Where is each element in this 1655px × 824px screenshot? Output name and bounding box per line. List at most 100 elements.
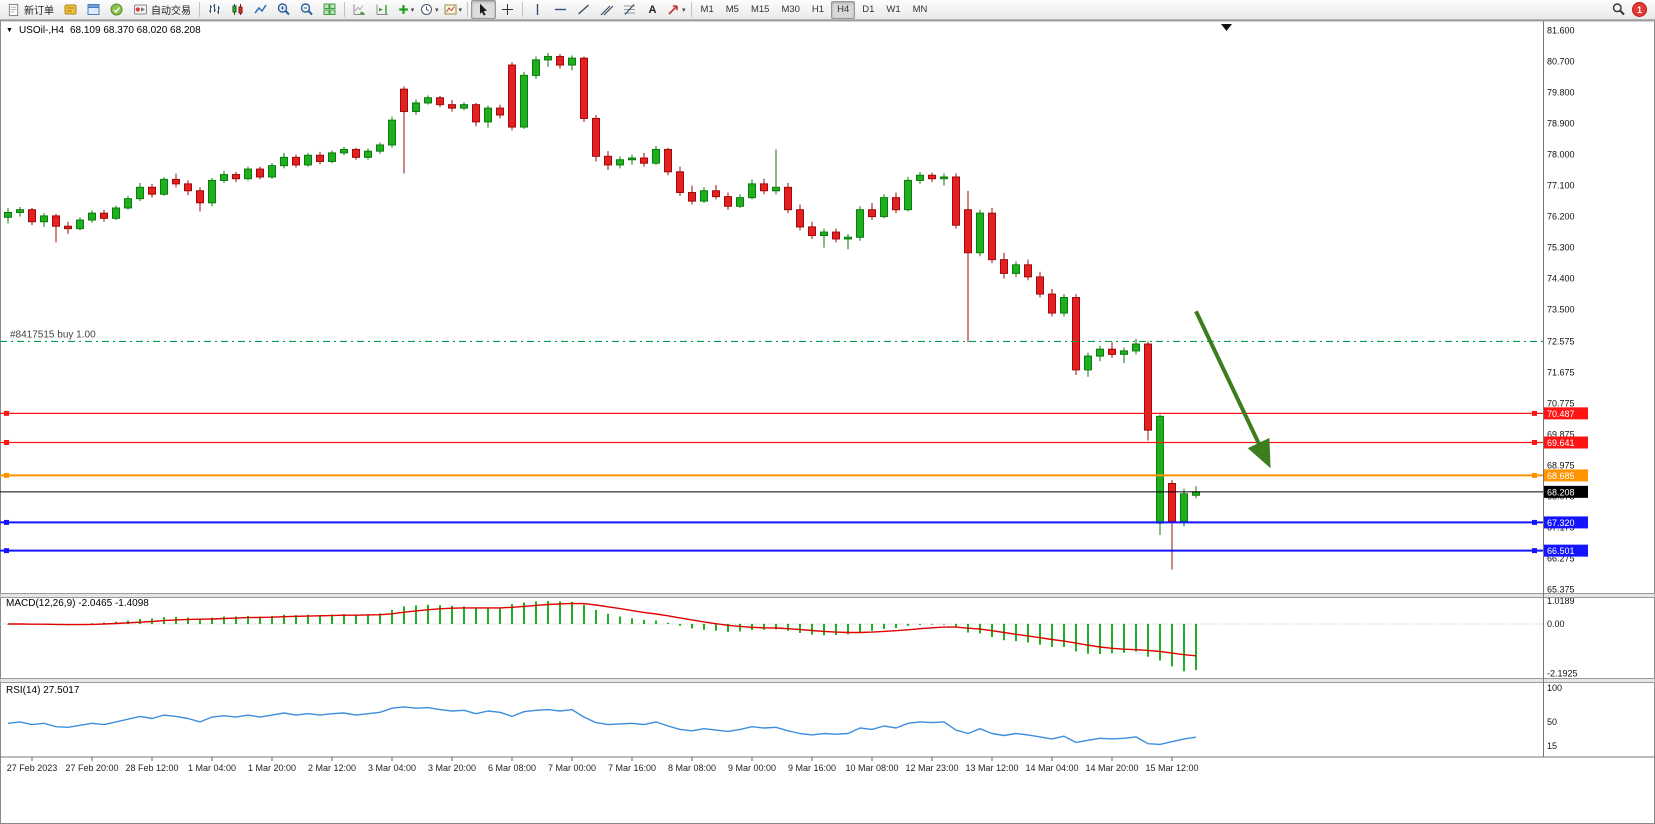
time-axis-label: 1 Mar 04:00 (188, 763, 236, 773)
cursor-tool-button[interactable] (471, 0, 497, 19)
time-axis-label: 8 Mar 08:00 (668, 763, 716, 773)
new-order-button[interactable]: 新订单 (2, 1, 59, 18)
new-order-icon (8, 3, 19, 16)
tile-windows-icon (323, 3, 336, 15)
price-axis-tick: 78.900 (1547, 119, 1575, 129)
vertical-line-tool-button[interactable] (526, 1, 549, 18)
macd-axis-tick: -2.1925 (1547, 668, 1578, 678)
candlestick-series (4, 52, 1200, 570)
periods-button[interactable]: ▾ (417, 1, 441, 18)
timeframe-button-M1[interactable]: M1 (700, 4, 714, 15)
timeframe-button-W1[interactable]: W1 (886, 4, 901, 15)
search-button[interactable] (1607, 1, 1630, 18)
macd-signal-line (8, 602, 1197, 657)
rsi-line (7, 706, 1197, 746)
timeframe-button-M5[interactable]: M5 (725, 4, 739, 15)
trend-arrow-annotation[interactable] (1194, 310, 1271, 469)
chart-background (0, 20, 1655, 824)
panel-separator[interactable] (0, 678, 1655, 683)
price-axis-tick: 69.875 (1547, 429, 1575, 439)
level-handle[interactable] (4, 519, 9, 525)
price-level-badge (1544, 407, 1588, 420)
price-axis-tick: 70.775 (1547, 398, 1575, 408)
trendline-tool-button[interactable] (572, 1, 595, 18)
line-chart-mode-button[interactable] (249, 1, 272, 18)
rsi-axis-tick: 15 (1547, 741, 1557, 751)
notification-badge[interactable]: 1 (1632, 2, 1647, 17)
chart-shift-button[interactable] (371, 1, 394, 18)
level-handle[interactable] (1532, 548, 1537, 554)
navigator-button[interactable] (105, 1, 128, 18)
timeframe-button-H4[interactable]: H4 (831, 0, 856, 19)
time-axis-label: 7 Mar 00:00 (548, 763, 596, 773)
time-axis-label: 13 Mar 12:00 (965, 763, 1018, 773)
current-price-badge-text: 68.208 (1547, 487, 1575, 497)
price-axis-tick: 81.600 (1547, 26, 1575, 36)
chart-symbol-period: USOil-,H4 (18, 25, 64, 36)
text-tool-button[interactable]: A (641, 1, 664, 18)
text-tool-icon: A (648, 3, 657, 16)
time-axis-label: 7 Mar 16:00 (608, 763, 656, 773)
level-handle[interactable] (1532, 439, 1537, 445)
macd-histogram-series (7, 600, 1197, 672)
cursor-icon (480, 3, 488, 16)
candlestick-mode-button[interactable] (226, 1, 249, 18)
auto-trading-button[interactable]: 自动交易 (128, 1, 196, 18)
price-axis-tick: 74.400 (1547, 274, 1575, 284)
bar-chart-mode-button[interactable] (203, 1, 226, 18)
tile-windows-button[interactable] (318, 1, 341, 18)
price-axis-tick: 77.100 (1547, 181, 1575, 191)
toolbar-separator (467, 2, 469, 17)
level-handle[interactable] (4, 410, 9, 416)
timeframe-button-MN[interactable]: MN (912, 4, 928, 15)
timeframe-button-M30[interactable]: M30 (781, 4, 800, 15)
buy-position-label: #8417515 buy 1.00 (10, 329, 96, 340)
chart-shift-marker[interactable] (1221, 24, 1232, 31)
zoom-in-button[interactable] (272, 1, 295, 18)
indicators-button[interactable]: ▾ (394, 1, 417, 18)
auto-scroll-button[interactable] (348, 1, 371, 18)
fibonacci-tool-button[interactable] (618, 1, 641, 18)
data-window-button[interactable] (82, 1, 105, 18)
level-handle[interactable] (1532, 519, 1537, 525)
zoom-out-button[interactable] (295, 1, 318, 18)
timeframe-button-D1[interactable]: D1 (862, 4, 875, 15)
auto-trading-label: 自动交易 (151, 6, 191, 17)
chart-ohlc-readout: 68.109 68.370 68.020 68.208 (69, 25, 201, 36)
market-watch-button[interactable] (59, 1, 82, 18)
arrow-tool-icon (668, 5, 678, 15)
time-axis-label: 27 Feb 2023 (7, 763, 58, 773)
timeframe-button-H1[interactable]: H1 (811, 4, 825, 15)
price-axis-tick: 66.275 (1547, 553, 1575, 563)
chart-header: ▼ USOil-,H4 68.109 68.370 68.020 68.208 (6, 25, 201, 36)
time-axis-label: 28 Feb 12:00 (125, 763, 178, 773)
chart-collapse-arrow-icon[interactable]: ▼ (6, 27, 13, 34)
level-handle[interactable] (1532, 410, 1537, 416)
templates-button[interactable]: ▾ (441, 1, 465, 18)
price-axis-tick: 65.375 (1547, 584, 1575, 594)
price-axis-tick: 80.700 (1547, 57, 1575, 67)
price-axis-tick: 78.000 (1547, 150, 1575, 160)
macd-indicator-label: MACD(12,26,9) -2.0465 -1.4098 (6, 598, 149, 609)
crosshair-tool-button[interactable] (496, 1, 519, 18)
arrows-tool-button[interactable]: ▾ (664, 1, 688, 18)
channel-tool-button[interactable] (595, 1, 618, 18)
price-axis-tick: 79.800 (1547, 88, 1575, 98)
vertical-line-icon (536, 4, 539, 15)
panel-separator[interactable] (0, 593, 1655, 598)
level-handle[interactable] (4, 439, 9, 445)
level-handle[interactable] (1532, 472, 1537, 478)
level-handle[interactable] (4, 472, 9, 478)
time-axis-label: 3 Mar 04:00 (368, 763, 416, 773)
price-level-badge-text: 67.320 (1547, 518, 1575, 528)
price-axis-tick: 68.975 (1547, 460, 1575, 470)
timeframe-button-M15[interactable]: M15 (750, 4, 770, 15)
chevron-down-icon: ▾ (410, 6, 415, 14)
price-axis-tick: 72.575 (1547, 336, 1575, 346)
time-axis-label: 3 Mar 20:00 (428, 763, 476, 773)
price-level-badge (1544, 469, 1588, 482)
level-handle[interactable] (4, 548, 9, 554)
horizontal-line-tool-button[interactable] (549, 1, 572, 18)
